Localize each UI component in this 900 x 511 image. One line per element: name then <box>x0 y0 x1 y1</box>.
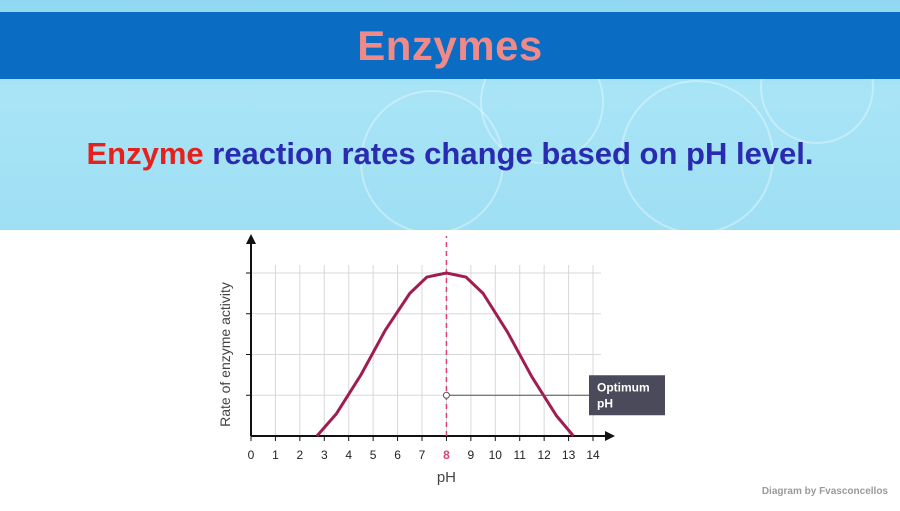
subtitle-highlight: Enzyme <box>86 136 204 171</box>
diagram-credit: Diagram by Fvasconcellos <box>761 486 888 497</box>
x-tick-label: 2 <box>297 448 304 462</box>
subtitle-rest: reaction rates change based on pH level. <box>203 136 814 171</box>
x-tick-label: 10 <box>489 448 503 462</box>
x-axis-arrow <box>605 431 615 441</box>
x-tick-label: 6 <box>394 448 401 462</box>
chart-area: 0 1 2 3 4 5 6 7 8 9 10 11 12 13 14 pH Rate of enzyme act… <box>0 230 900 506</box>
x-tick-label: 13 <box>562 448 576 462</box>
y-axis-label: Rate of enzyme activity <box>217 282 233 427</box>
x-tick-label: 3 <box>321 448 328 462</box>
x-tick-label: 9 <box>468 448 475 462</box>
x-tick-label: 5 <box>370 448 377 462</box>
x-tick-label: 4 <box>345 448 352 462</box>
callout-label-line1: Optimum <box>597 380 650 394</box>
x-tick-label: 0 <box>248 448 255 462</box>
x-axis-label: pH <box>437 469 456 486</box>
x-tick-label: 1 <box>272 448 279 462</box>
subtitle: Enzyme reaction rates change based on pH… <box>0 136 900 172</box>
x-tick-label: 12 <box>537 448 551 462</box>
callout-label-line2: pH <box>597 396 613 410</box>
callout-box <box>589 375 665 416</box>
page-title: Enzymes <box>357 21 543 69</box>
x-tick-label: 14 <box>586 448 600 462</box>
x-tick-label: 7 <box>419 448 426 462</box>
y-axis-arrow <box>246 234 256 244</box>
optimum-marker <box>442 391 450 399</box>
enzyme-activity-curve <box>315 271 575 437</box>
x-tick-label: 11 <box>513 448 526 462</box>
x-tick-label: 8 <box>443 448 450 462</box>
title-bar: Enzymes <box>0 12 900 79</box>
